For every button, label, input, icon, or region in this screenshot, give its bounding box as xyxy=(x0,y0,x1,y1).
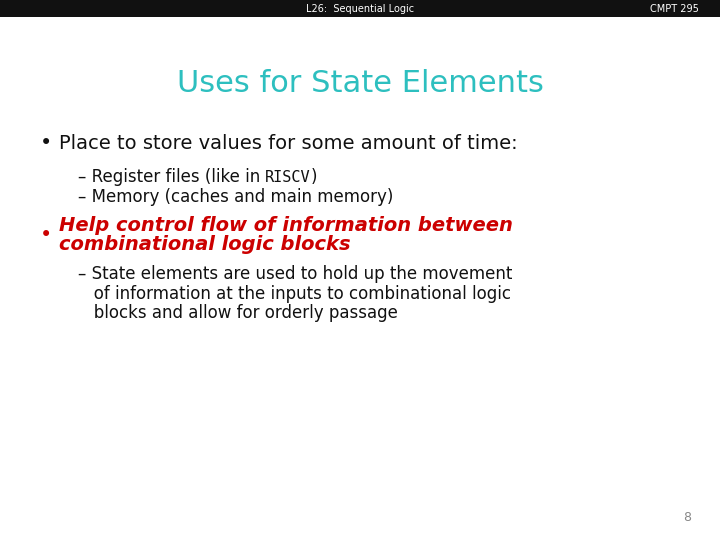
Text: CMPT 295: CMPT 295 xyxy=(649,4,698,14)
Text: Uses for State Elements: Uses for State Elements xyxy=(176,69,544,98)
Text: L26:  Sequential Logic: L26: Sequential Logic xyxy=(306,4,414,14)
Text: 8: 8 xyxy=(683,511,691,524)
Text: combinational logic blocks: combinational logic blocks xyxy=(59,234,351,254)
Text: – State elements are used to hold up the movement: – State elements are used to hold up the… xyxy=(78,265,512,284)
Text: Place to store values for some amount of time:: Place to store values for some amount of… xyxy=(59,133,518,153)
Text: blocks and allow for orderly passage: blocks and allow for orderly passage xyxy=(78,304,397,322)
Text: RISCV: RISCV xyxy=(265,170,311,185)
Text: of information at the inputs to combinational logic: of information at the inputs to combinat… xyxy=(78,285,510,303)
Text: •: • xyxy=(40,225,52,245)
Text: •: • xyxy=(40,133,52,153)
Text: ): ) xyxy=(311,168,318,186)
Text: – Register files (like in: – Register files (like in xyxy=(78,168,265,186)
Text: – Memory (caches and main memory): – Memory (caches and main memory) xyxy=(78,188,393,206)
Text: Help control flow of information between: Help control flow of information between xyxy=(59,215,513,235)
